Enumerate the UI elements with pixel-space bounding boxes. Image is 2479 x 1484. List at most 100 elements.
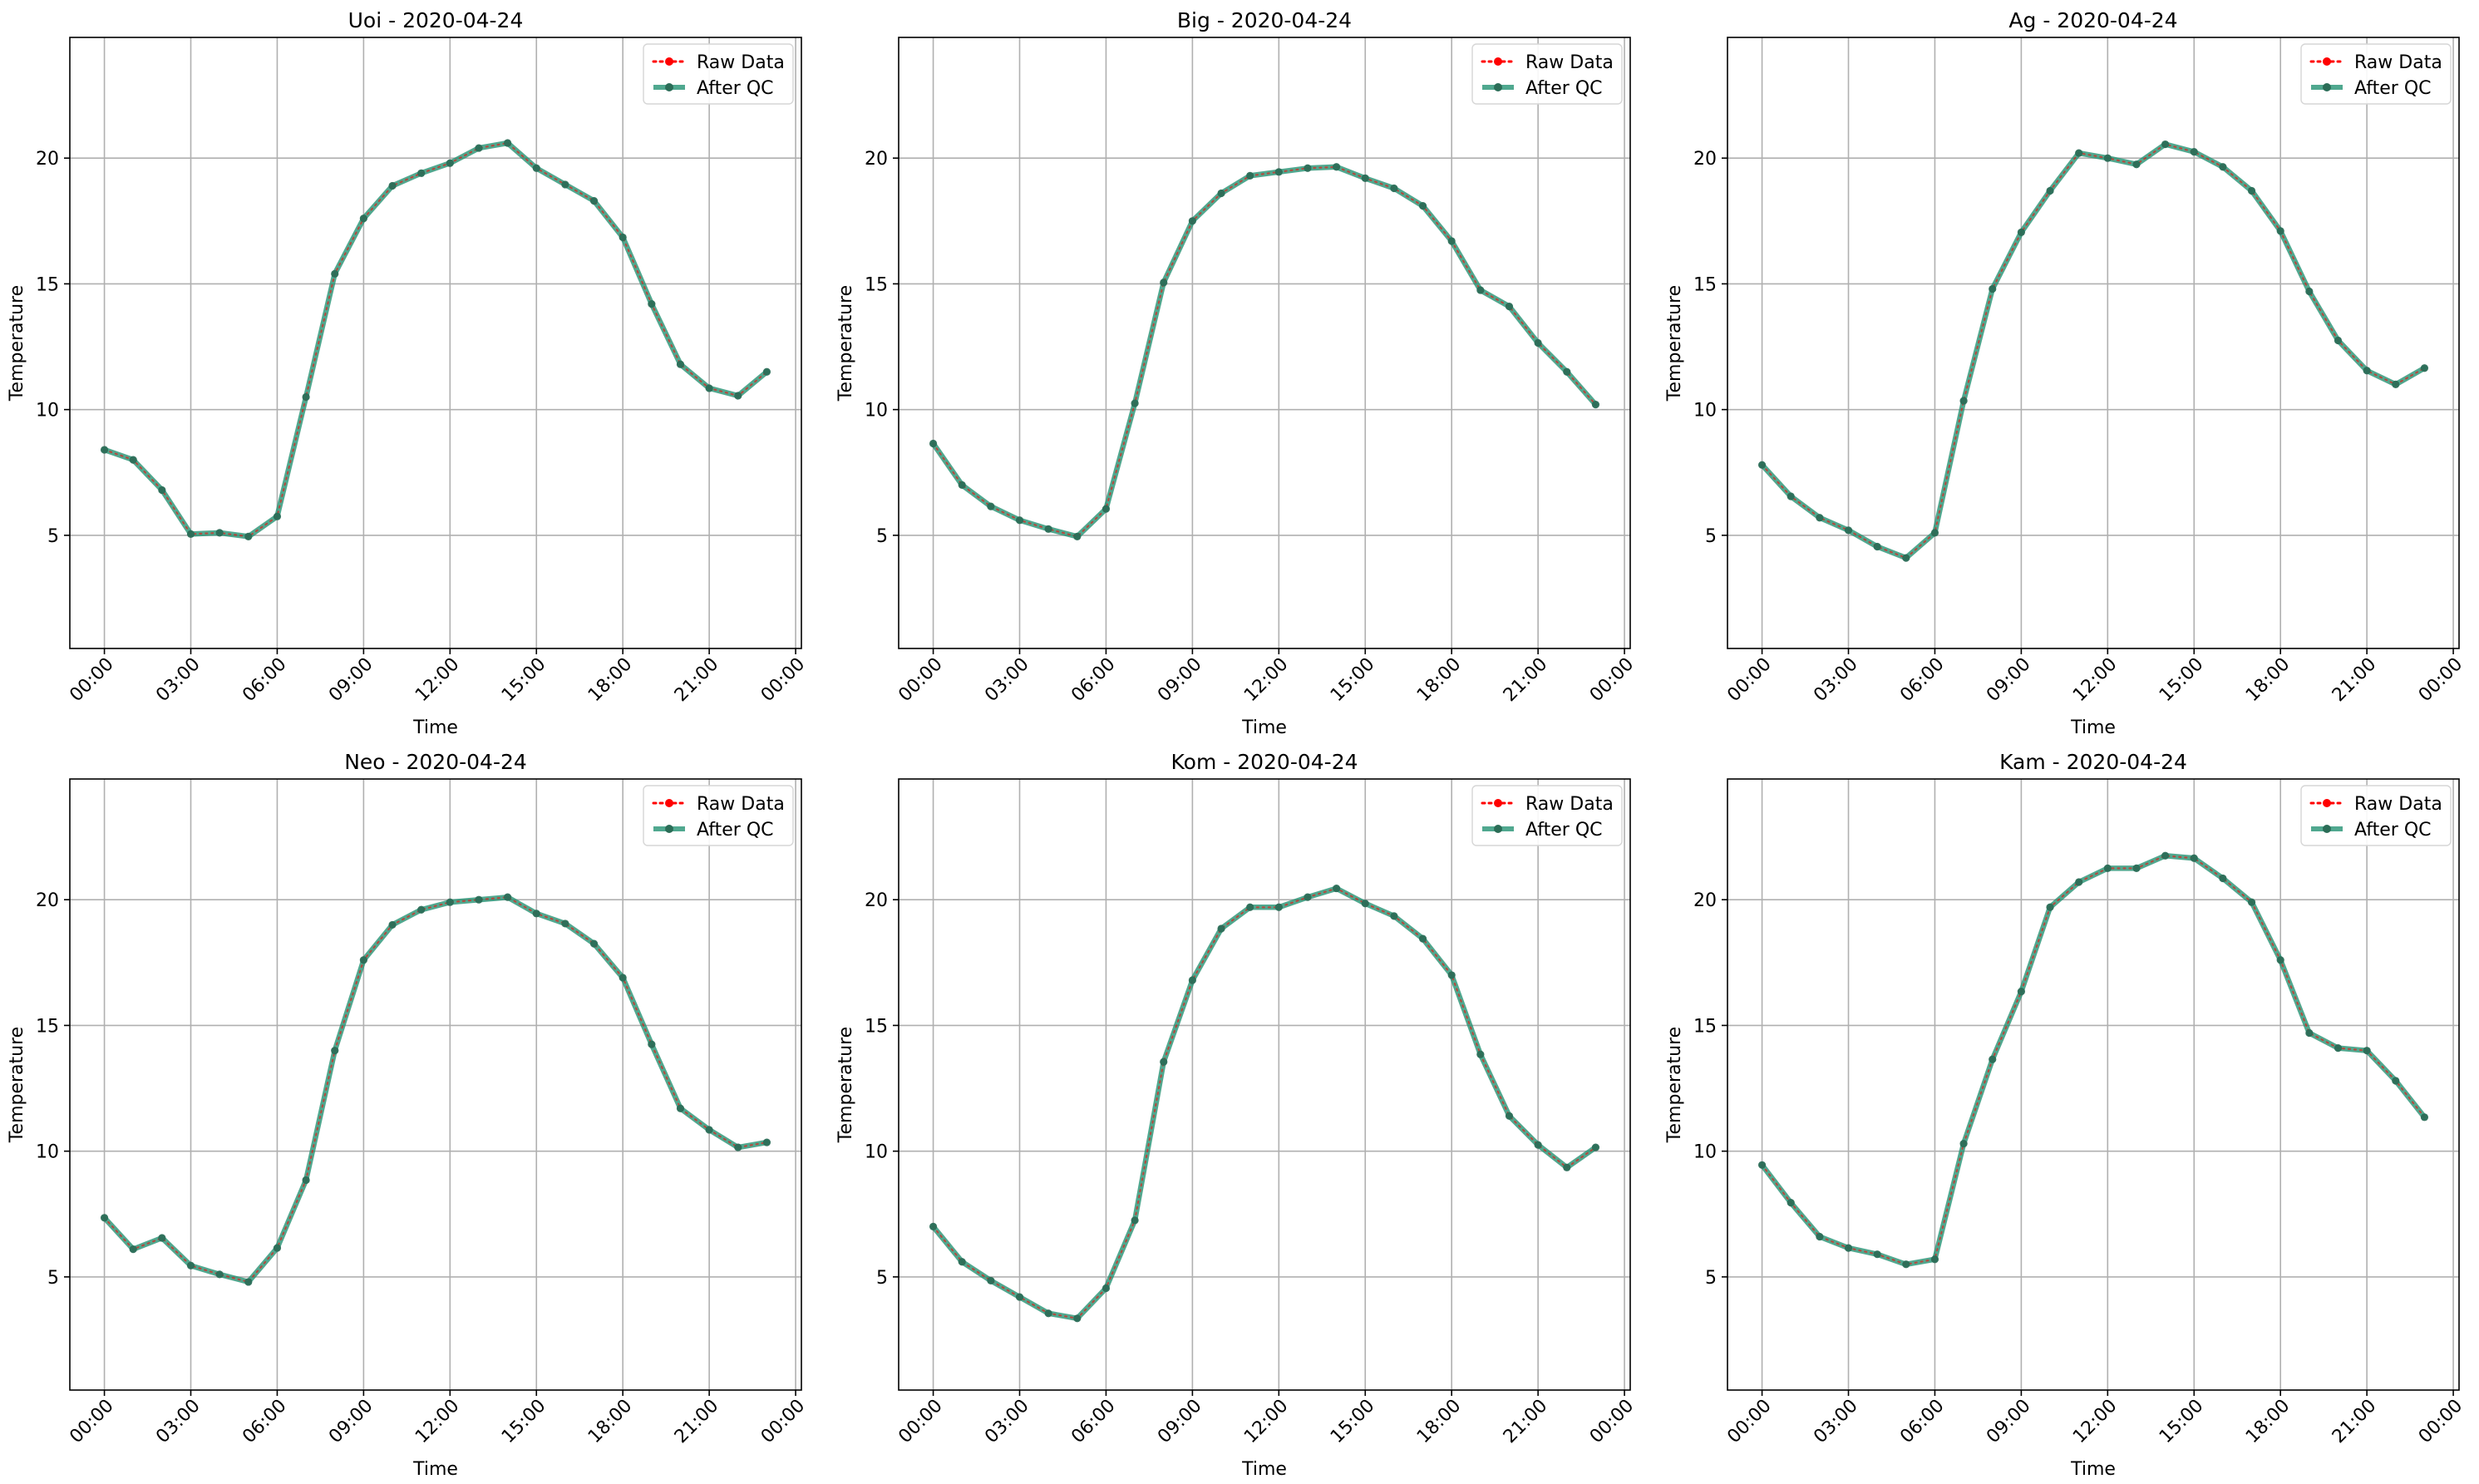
data-point [619, 974, 627, 982]
y-tick-label: 15 [865, 274, 888, 295]
data-point [1989, 1055, 1997, 1063]
y-tick-label: 20 [36, 890, 59, 911]
x-axis-label: Time [412, 1459, 458, 1480]
data-point [1787, 1199, 1795, 1207]
data-point [1015, 1293, 1024, 1301]
data-point [1959, 1139, 1968, 1148]
subplot-title: Neo - 2020-04-24 [344, 750, 527, 774]
gridlines [899, 779, 1630, 1390]
data-point [2334, 336, 2343, 345]
data-point [1534, 338, 1542, 348]
data-point [1015, 516, 1024, 525]
data-point [388, 920, 397, 929]
data-point [331, 1047, 339, 1055]
x-tick-label: 00:00 [757, 1396, 810, 1448]
x-tick-label: 21:00 [1500, 1396, 1552, 1448]
data-point [1361, 174, 1369, 182]
y-tick-label: 10 [865, 401, 888, 422]
data-point [987, 502, 995, 510]
y-tick-label: 15 [36, 274, 59, 295]
x-tick-label: 21:00 [671, 654, 723, 707]
x-tick-label: 15:00 [2156, 1396, 2208, 1448]
subplot-6: Kam - 2020-04-24 5 10 15 20 00:00 03:00 06:00 09… [1664, 750, 2467, 1480]
y-axis-ticks: 5 10 15 20 [36, 890, 70, 1289]
x-tick-label: 00:00 [1723, 654, 1776, 707]
y-tick-label: 5 [876, 526, 888, 547]
data-point [762, 1138, 771, 1146]
data-point [2132, 864, 2141, 872]
data-point [2392, 380, 2400, 389]
x-tick-label: 15:00 [2156, 654, 2208, 707]
data-point [100, 1214, 109, 1222]
data-point [987, 1276, 995, 1285]
legend-marker-after-qc [1494, 83, 1502, 91]
data-point [1102, 1284, 1111, 1293]
data-point [1246, 903, 1254, 911]
y-tick-label: 10 [36, 1142, 59, 1163]
y-axis-ticks: 5 10 15 20 [865, 890, 899, 1289]
data-point [215, 1270, 224, 1279]
x-axis-ticks: 00:00 03:00 06:00 09:00 12:00 15:00 18:00 21:00… [66, 648, 809, 706]
x-tick-label: 15:00 [1327, 654, 1379, 707]
data-point [1217, 189, 1225, 198]
x-axis-label: Time [2070, 1459, 2116, 1480]
subplot-title: Kam - 2020-04-24 [1999, 750, 2187, 774]
data-point [1160, 279, 1168, 287]
data-point [2219, 163, 2227, 171]
legend-marker-after-qc [2323, 825, 2331, 833]
data-point [1447, 237, 1456, 245]
x-tick-label: 00:00 [1586, 654, 1639, 707]
data-point [1390, 912, 1398, 920]
series-line-after-qc [930, 885, 1599, 1322]
y-tick-label: 20 [865, 149, 888, 170]
data-point [2420, 364, 2429, 372]
data-point [244, 532, 253, 541]
x-tick-label: 03:00 [1810, 1396, 1862, 1448]
subplot-2: Big - 2020-04-24 5 10 15 20 00:00 03:00 06:00 09… [835, 8, 1638, 738]
data-point [648, 300, 656, 308]
x-tick-label: 00:00 [1723, 1396, 1776, 1448]
data-point [2305, 1028, 2314, 1038]
x-axis-ticks: 00:00 03:00 06:00 09:00 12:00 15:00 18:00 21:00… [1723, 1390, 2467, 1447]
data-point [2219, 874, 2227, 883]
legend: Raw Data After QC [643, 43, 794, 105]
legend: Raw Data After QC [1471, 43, 1623, 105]
gridlines [899, 37, 1630, 648]
x-axis-label: Time [412, 717, 458, 738]
data-point [1476, 286, 1485, 294]
y-axis-label: Temperature [7, 285, 27, 402]
data-point [446, 159, 454, 167]
data-point [504, 139, 512, 147]
data-point [359, 956, 367, 964]
x-tick-label: 09:00 [1983, 654, 2035, 707]
data-point [1044, 525, 1052, 533]
y-tick-label: 10 [1693, 1142, 1717, 1163]
x-tick-label: 09:00 [325, 654, 377, 707]
data-point [1534, 1141, 1542, 1149]
y-axis-label: Temperature [1664, 285, 1685, 402]
data-point [561, 180, 569, 189]
data-point [2363, 1047, 2371, 1055]
data-point [2276, 956, 2284, 964]
data-point [705, 1126, 713, 1134]
data-point [1333, 884, 1341, 893]
axes-frame [1727, 778, 2460, 1391]
data-point [1073, 532, 1082, 541]
y-axis-ticks: 5 10 15 20 [1693, 890, 1727, 1289]
data-point [1160, 1058, 1168, 1066]
data-point [475, 895, 483, 904]
data-point [1304, 893, 1312, 901]
y-tick-label: 15 [36, 1016, 59, 1037]
data-point [532, 164, 540, 172]
data-point [244, 1278, 253, 1286]
data-point [1873, 542, 1881, 551]
x-tick-label: 00:00 [66, 1396, 118, 1448]
legend-label-after-qc: After QC [1525, 820, 1603, 841]
data-point [273, 1244, 282, 1252]
data-point [1563, 1163, 1571, 1171]
data-point [2046, 903, 2054, 911]
y-axis-label: Temperature [7, 1027, 27, 1143]
x-tick-label: 00:00 [2415, 1396, 2467, 1448]
subplot-1: Uoi - 2020-04-24 5 10 15 20 00:00 03:00 06:00 09… [7, 8, 809, 738]
x-tick-label: 09:00 [1154, 654, 1206, 707]
